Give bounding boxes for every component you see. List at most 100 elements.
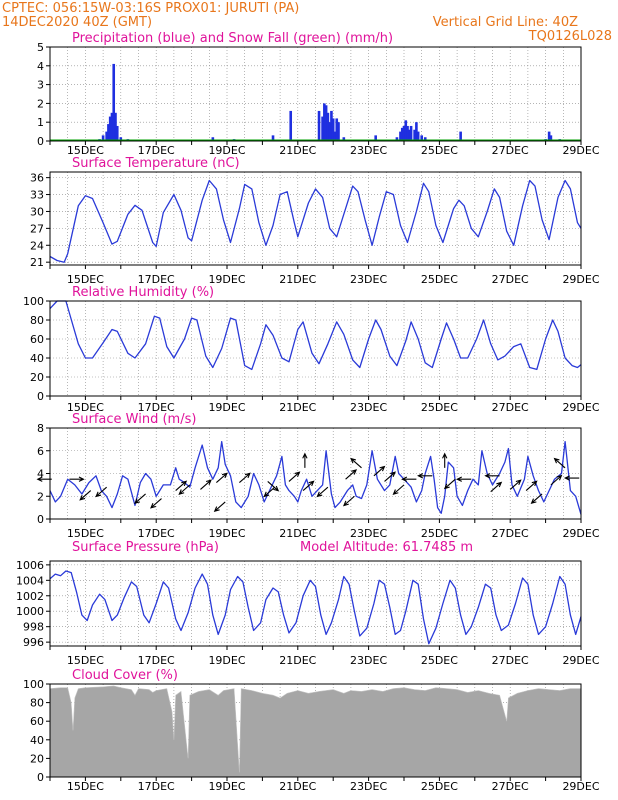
wind-arrow [530,493,543,505]
precip-bar [342,137,346,141]
y-tick-label: 4 [37,468,44,481]
precip-bar [395,137,399,141]
wind-arrow [213,501,226,513]
x-tick-label: 17DEC [138,273,175,286]
wind-arrow [150,498,162,509]
panel-title: Precipitation (blue) and Snow Fall (gree… [72,31,393,46]
series-line [49,300,582,371]
header-grid-note: Vertical Grid Line: 40Z [433,15,578,30]
precip-bar [374,135,377,141]
x-tick-label: 23DEC [350,780,387,793]
x-tick-label: 15DEC [67,527,104,540]
y-tick-label: 8 [37,422,44,435]
panel-3: Surface Wind (m/s) 0 2 4 6 8 15DEC 17DEC 19DEC 21… [36,412,600,540]
wind-arrow [525,480,538,491]
header-datetime: 14DEC2020 40Z (GMT) [2,15,152,30]
precip-bar [399,131,402,141]
precip-bar [415,122,418,141]
precip-bar [400,127,404,141]
x-tick-label: 23DEC [350,527,387,540]
precip-bar [333,131,337,141]
x-tick-label: 27DEC [492,654,529,667]
y-tick-label: 80 [30,697,44,710]
panels-group: Precipitation (blue) and Snow Fall (gree… [16,31,600,793]
x-tick-label: 29DEC [562,401,599,414]
wind-arrow [302,452,308,468]
wind-arrow [79,490,92,501]
precip-bar [423,137,427,141]
wind-arrow [455,476,472,482]
y-tick-label: 20 [30,752,44,765]
x-tick-label: 21DEC [279,527,316,540]
x-tick-label: 23DEC [350,144,387,157]
panel-frame [49,427,582,520]
y-tick-label: 100 [23,678,44,691]
wind-arrow [484,473,500,479]
x-tick-label: 27DEC [492,401,529,414]
y-tick-label: 27 [30,222,44,235]
precip-bar [271,135,275,141]
panel-2: Relative Humidity (%) 0 20 40 60 80 100 15DEC 17… [23,285,600,414]
y-tick-label: 80 [30,314,44,327]
panel-frame [49,46,582,142]
precip-bar [107,124,110,141]
precip-bar [408,129,411,141]
x-tick-label: 15DEC [67,273,104,286]
x-tick-label: 15DEC [67,144,104,157]
wind-arrow [345,469,358,480]
precip-bar [321,116,324,141]
x-tick-label: 25DEC [421,527,458,540]
wind-arrow [392,484,405,495]
wind-arrow [69,476,85,482]
header-code: TQ0126L028 [528,29,612,44]
precip-bar [547,131,551,141]
y-tick-label: 0 [37,135,44,148]
precip-bar [105,131,108,141]
wind-arrow [490,481,503,493]
precip-bar [404,120,408,141]
x-tick-label: 17DEC [138,780,175,793]
y-tick-label: 33 [30,189,44,202]
wind-arrow [350,457,362,469]
x-tick-label: 27DEC [492,527,529,540]
precip-bar [110,112,114,141]
x-tick-label: 15DEC [67,401,104,414]
series-line [49,440,582,515]
x-tick-label: 29DEC [562,144,599,157]
panel-4: Surface Pressure (hPa) Model Altitude: 61… [16,540,600,667]
wind-arrow [316,486,329,498]
panel-title: Surface Pressure (hPa) [72,540,219,555]
cloud-area [49,685,582,778]
x-tick-label: 17DEC [138,654,175,667]
wind-arrow [553,457,566,469]
y-tick-label: 24 [30,239,44,252]
y-tick-label: 0 [37,771,44,784]
y-tick-label: 60 [30,715,44,728]
precip-bar [328,122,331,141]
panel-0: Precipitation (blue) and Snow Fall (gree… [37,31,600,157]
y-tick-label: 0 [37,390,44,403]
y-tick-label: 20 [30,371,44,384]
x-tick-label: 19DEC [208,401,245,414]
x-tick-label: 25DEC [421,780,458,793]
y-tick-label: 996 [23,636,44,649]
series-line [49,570,582,645]
wind-arrow [267,481,280,492]
wind-arrow [36,476,52,482]
x-tick-label: 19DEC [208,654,245,667]
wind-arrow [95,486,108,498]
precip-bar [114,112,117,141]
wind-arrow [288,471,301,482]
wind-arrow [302,480,315,491]
y-tick-label: 40 [30,734,44,747]
x-tick-label: 25DEC [421,144,458,157]
wind-arrow [342,495,355,507]
precip-bar [119,137,123,141]
precip-bar [413,129,416,141]
precip-bar [406,125,409,141]
wind-arrow [401,476,417,482]
precip-bar [101,135,105,141]
panel-frame [49,683,582,778]
precip-bar [317,110,321,141]
precip-bar [326,112,330,141]
